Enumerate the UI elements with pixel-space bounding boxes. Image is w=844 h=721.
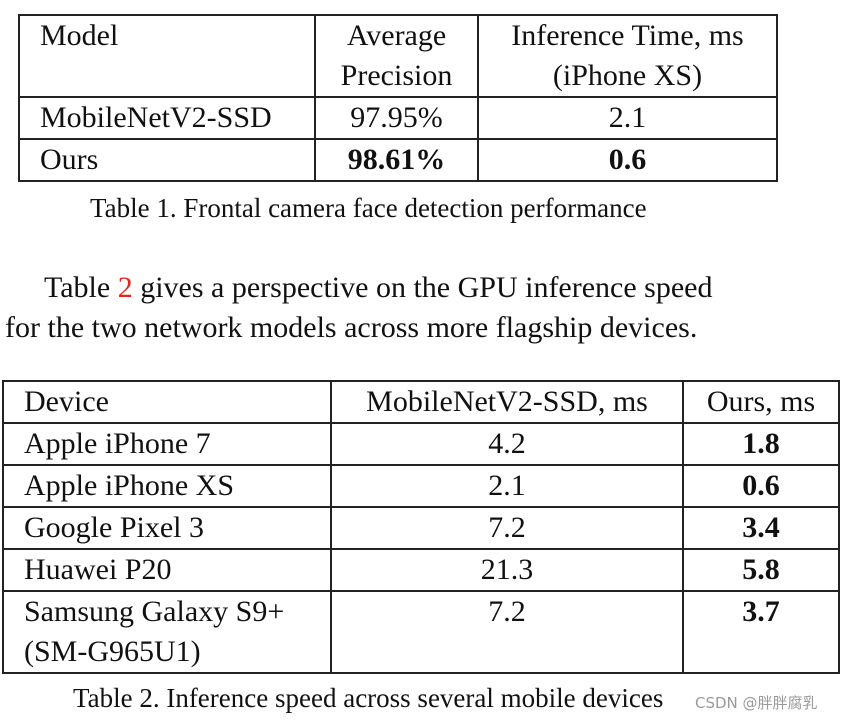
- paragraph-line-1: Table 2 gives a perspective on the GPU i…: [44, 271, 713, 304]
- table-1-cell-time: 2.1: [477, 96, 778, 140]
- table-2-cell-ours: 0.6: [682, 464, 840, 508]
- table-row: Samsung Galaxy S9+ (SM-G965U1) 7.2 3.7: [2, 590, 840, 674]
- table-2-cell-ssd: 21.3: [330, 548, 684, 592]
- table-reference-link[interactable]: 2: [117, 271, 133, 304]
- paragraph-line-2: for the two network models across more f…: [5, 311, 698, 344]
- table-2-cell-ours: 3.4: [682, 506, 840, 550]
- table-1-header-precision: Average Precision: [314, 14, 479, 98]
- table-2-header-ours: Ours, ms: [682, 380, 840, 424]
- table-1-cell-time: 0.6: [477, 138, 778, 182]
- table-row: Apple iPhone XS 2.1 0.6: [2, 464, 840, 508]
- table-2-cell-ssd: 2.1: [330, 464, 684, 508]
- table-row: MobileNetV2-SSD 97.95% 2.1: [18, 96, 778, 140]
- table-2-cell-device: Apple iPhone 7: [2, 422, 332, 466]
- table-2-cell-device: Google Pixel 3: [2, 506, 332, 550]
- table-2-cell-ssd: 7.2: [330, 506, 684, 550]
- table-2-caption: Table 2. Inference speed across several …: [73, 683, 664, 713]
- table-row: Google Pixel 3 7.2 3.4: [2, 506, 840, 550]
- table-row: Apple iPhone 7 4.2 1.8: [2, 422, 840, 466]
- table-1-cell-precision: 98.61%: [314, 138, 479, 182]
- table-row: Huawei P20 21.3 5.8: [2, 548, 840, 592]
- table-2-cell-ours: 5.8: [682, 548, 840, 592]
- table-2-cell-device: Huawei P20: [2, 548, 332, 592]
- table-2: Device MobileNetV2-SSD, ms Ours, ms Appl…: [2, 380, 840, 674]
- table-2-cell-ours: 1.8: [682, 422, 840, 466]
- table-1-cell-precision: 97.95%: [314, 96, 479, 140]
- table-1-header-model: Model: [18, 14, 316, 98]
- table-1-cell-model: Ours: [18, 138, 316, 182]
- table-1-header-time: Inference Time, ms (iPhone XS): [477, 14, 778, 98]
- table-2-header-device: Device: [2, 380, 332, 424]
- watermark: CSDN @胖胖腐乳: [695, 694, 818, 712]
- table-2-header-ssd: MobileNetV2-SSD, ms: [330, 380, 684, 424]
- table-2-cell-device: Samsung Galaxy S9+ (SM-G965U1): [2, 590, 332, 674]
- table-1-caption: Table 1. Frontal camera face detection p…: [90, 193, 647, 223]
- body-paragraph: Table 2 gives a perspective on the GPU i…: [5, 268, 713, 348]
- table-1-cell-model: MobileNetV2-SSD: [18, 96, 316, 140]
- table-2-header-row: Device MobileNetV2-SSD, ms Ours, ms: [2, 380, 840, 424]
- table-1-header-row: Model Average Precision Inference Time, …: [18, 14, 778, 98]
- table-1: Model Average Precision Inference Time, …: [18, 14, 778, 182]
- table-row: Ours 98.61% 0.6: [18, 138, 778, 182]
- table-2-cell-ours: 3.7: [682, 590, 840, 674]
- table-2-cell-ssd: 7.2: [330, 590, 684, 674]
- table-2-cell-device: Apple iPhone XS: [2, 464, 332, 508]
- table-2-cell-ssd: 4.2: [330, 422, 684, 466]
